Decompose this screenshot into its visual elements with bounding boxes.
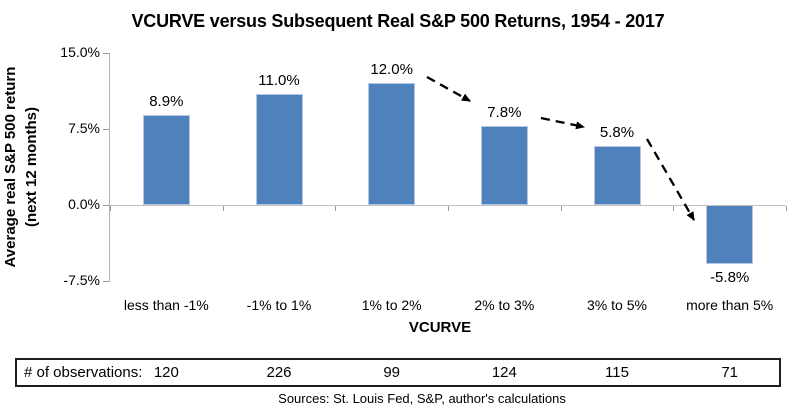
bar-value-label: 5.8% <box>599 124 635 142</box>
x-tick-mark <box>110 206 111 211</box>
y-tick-label: 7.5% <box>68 120 100 136</box>
observation-value: 124 <box>491 364 517 381</box>
y-tick-mark <box>103 129 109 130</box>
bar <box>480 125 528 205</box>
bar-value-label: 8.9% <box>149 92 184 110</box>
y-tick-mark <box>103 53 109 54</box>
observation-value: 71 <box>721 364 738 381</box>
category-label: 3% to 5% <box>587 297 647 313</box>
x-tick-mark <box>786 206 787 211</box>
category-label: 1% to 2% <box>361 297 422 313</box>
y-tick-mark <box>103 205 109 206</box>
source-note: Sources: St. Louis Fed, S&P, author's ca… <box>278 391 566 406</box>
x-tick-mark <box>560 206 562 211</box>
bar <box>142 114 190 205</box>
observation-value: 115 <box>605 364 629 381</box>
category-label: less than -1% <box>123 297 209 313</box>
x-tick-mark <box>335 206 337 211</box>
decline-arrow-2 <box>540 116 585 130</box>
x-tick-mark <box>222 206 224 211</box>
y-tick-mark <box>103 280 109 282</box>
chart-title: VCURVE versus Subsequent Real S&P 500 Re… <box>131 11 665 31</box>
decline-arrow-3 <box>646 138 695 221</box>
observation-value: 226 <box>266 364 292 381</box>
bar <box>593 146 641 205</box>
bar-value-label: 11.0% <box>258 71 300 89</box>
observation-value: 120 <box>153 364 179 381</box>
bar-value-label: 7.8% <box>487 103 522 121</box>
y-tick-label: -7.5% <box>63 271 100 288</box>
y-tick-label: 15.0% <box>60 44 100 60</box>
y-tick-label: 0.0% <box>68 196 100 212</box>
x-tick-mark <box>673 206 675 211</box>
x-axis-title: VCURVE <box>408 319 472 336</box>
category-label: more than 5% <box>686 297 774 313</box>
bar <box>368 83 416 205</box>
observations-row: # of observations: 120 226 99 124 115 71 <box>0 358 800 387</box>
observations-box <box>15 358 781 387</box>
zero-baseline <box>110 205 786 206</box>
x-tick-mark <box>448 206 449 211</box>
bar-value-label: -5.8% <box>710 268 750 286</box>
observations-label: # of observations: <box>24 364 143 381</box>
decline-arrow-1 <box>426 75 471 103</box>
bar-value-label: 12.0% <box>370 61 413 79</box>
bar <box>255 93 303 205</box>
observation-value: 99 <box>383 364 400 381</box>
category-label: 2% to 3% <box>474 297 535 313</box>
y-axis-title-line1: Average real S&P 500 return <box>2 66 19 268</box>
category-label: -1% to 1% <box>246 297 312 313</box>
y-axis-line <box>109 53 110 282</box>
bar <box>706 205 754 264</box>
